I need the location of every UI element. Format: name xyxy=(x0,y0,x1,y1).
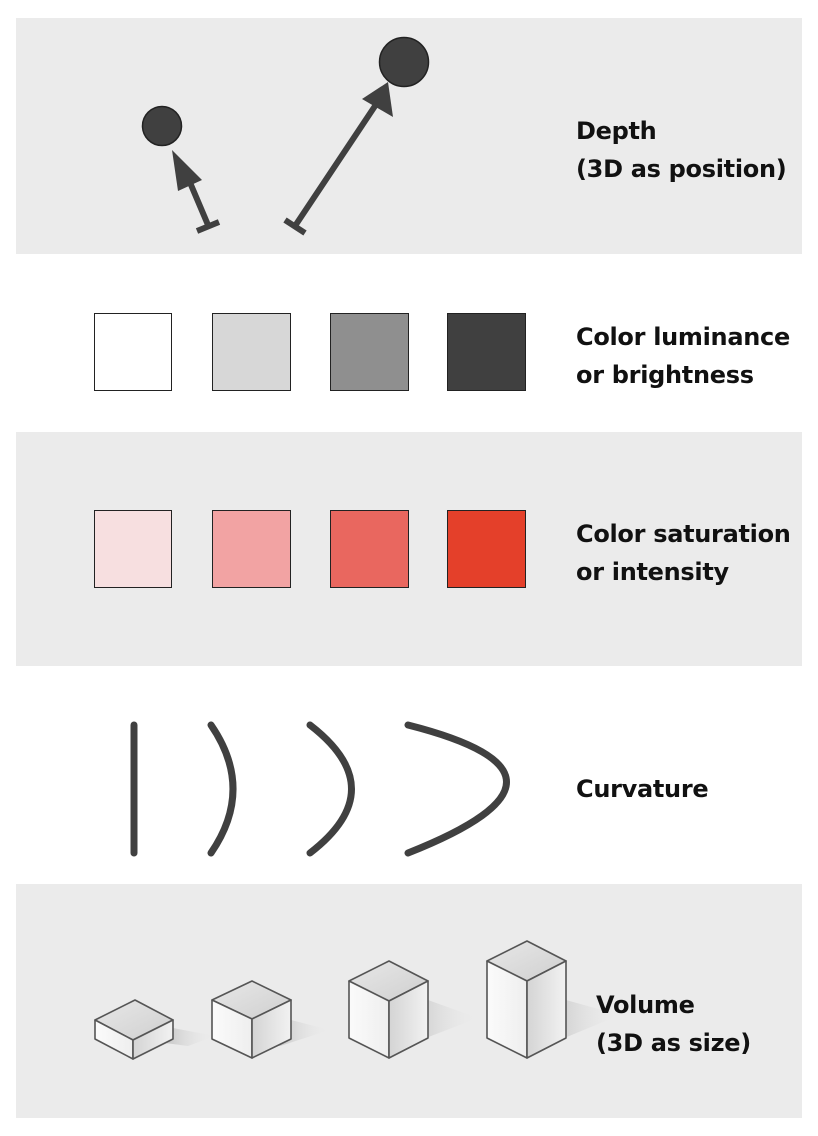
curvature-line-4 xyxy=(404,721,510,857)
label-volume-line-2: (3D as size) xyxy=(596,1029,751,1057)
label-depth: Depth (3D as position) xyxy=(576,112,787,188)
saturation-swatch-2 xyxy=(212,510,291,588)
volume-cube-1 xyxy=(94,999,215,1060)
curvature-lines xyxy=(130,721,510,857)
curvature-line-2 xyxy=(207,721,237,857)
luminance-swatch-3 xyxy=(330,313,409,391)
luminance-swatch-2 xyxy=(212,313,291,391)
volume-cubes xyxy=(94,940,620,1060)
label-volume: Volume (3D as size) xyxy=(596,986,751,1062)
label-luminance-line-2: or brightness xyxy=(576,361,754,389)
label-saturation-line-1: Color saturation xyxy=(576,520,791,548)
volume-cube-2 xyxy=(211,980,330,1059)
label-curvature: Curvature xyxy=(576,770,709,808)
volume-cube-3 xyxy=(348,960,478,1059)
label-depth-line-2: (3D as position) xyxy=(576,155,787,183)
luminance-swatch-4 xyxy=(447,313,526,391)
curvature-line-3 xyxy=(306,721,355,857)
panel-curvature xyxy=(16,666,802,884)
saturation-swatch-4 xyxy=(447,510,526,588)
luminance-swatch-1 xyxy=(94,313,172,391)
saturation-swatch-1 xyxy=(94,510,172,588)
depth-near-marker xyxy=(141,105,221,234)
volume-cube-4 xyxy=(486,940,620,1059)
label-volume-line-1: Volume xyxy=(596,991,695,1019)
label-luminance: Color luminance or brightness xyxy=(576,318,790,394)
saturation-swatch-3 xyxy=(330,510,409,588)
label-luminance-line-1: Color luminance xyxy=(576,323,790,351)
label-curvature-line-1: Curvature xyxy=(576,775,709,803)
label-depth-line-1: Depth xyxy=(576,117,657,145)
label-saturation: Color saturation or intensity xyxy=(576,515,791,591)
depth-far-marker xyxy=(283,36,430,236)
label-saturation-line-2: or intensity xyxy=(576,558,729,586)
